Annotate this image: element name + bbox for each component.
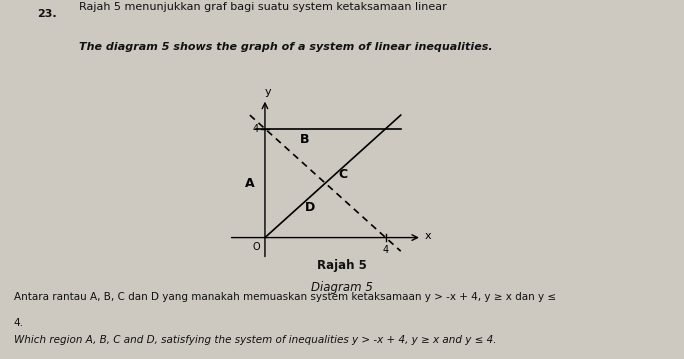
- Text: Which region A, B, C and D, satisfying the system of inequalities y > -x + 4, y : Which region A, B, C and D, satisfying t…: [14, 335, 496, 345]
- Text: Rajah 5 menunjukkan graf bagi suatu system ketaksamaan linear: Rajah 5 menunjukkan graf bagi suatu syst…: [79, 2, 447, 12]
- Text: 4.: 4.: [14, 318, 24, 328]
- Text: y: y: [265, 88, 272, 97]
- Text: B: B: [300, 133, 309, 146]
- Text: A: A: [245, 177, 254, 190]
- Text: Rajah 5: Rajah 5: [317, 259, 367, 272]
- Text: Diagram 5: Diagram 5: [311, 281, 373, 294]
- Text: Antara rantau A, B, C dan D yang manakah memuaskan system ketaksamaan y > -x + 4: Antara rantau A, B, C dan D yang manakah…: [14, 292, 556, 302]
- Text: x: x: [425, 231, 432, 241]
- Text: 23.: 23.: [38, 9, 57, 19]
- Text: 4: 4: [252, 124, 259, 134]
- Text: O: O: [253, 242, 261, 252]
- Text: D: D: [305, 201, 315, 214]
- Text: C: C: [339, 168, 348, 182]
- Text: 4: 4: [382, 245, 389, 255]
- Text: The diagram 5 shows the graph of a system of linear inequalities.: The diagram 5 shows the graph of a syste…: [79, 42, 492, 52]
